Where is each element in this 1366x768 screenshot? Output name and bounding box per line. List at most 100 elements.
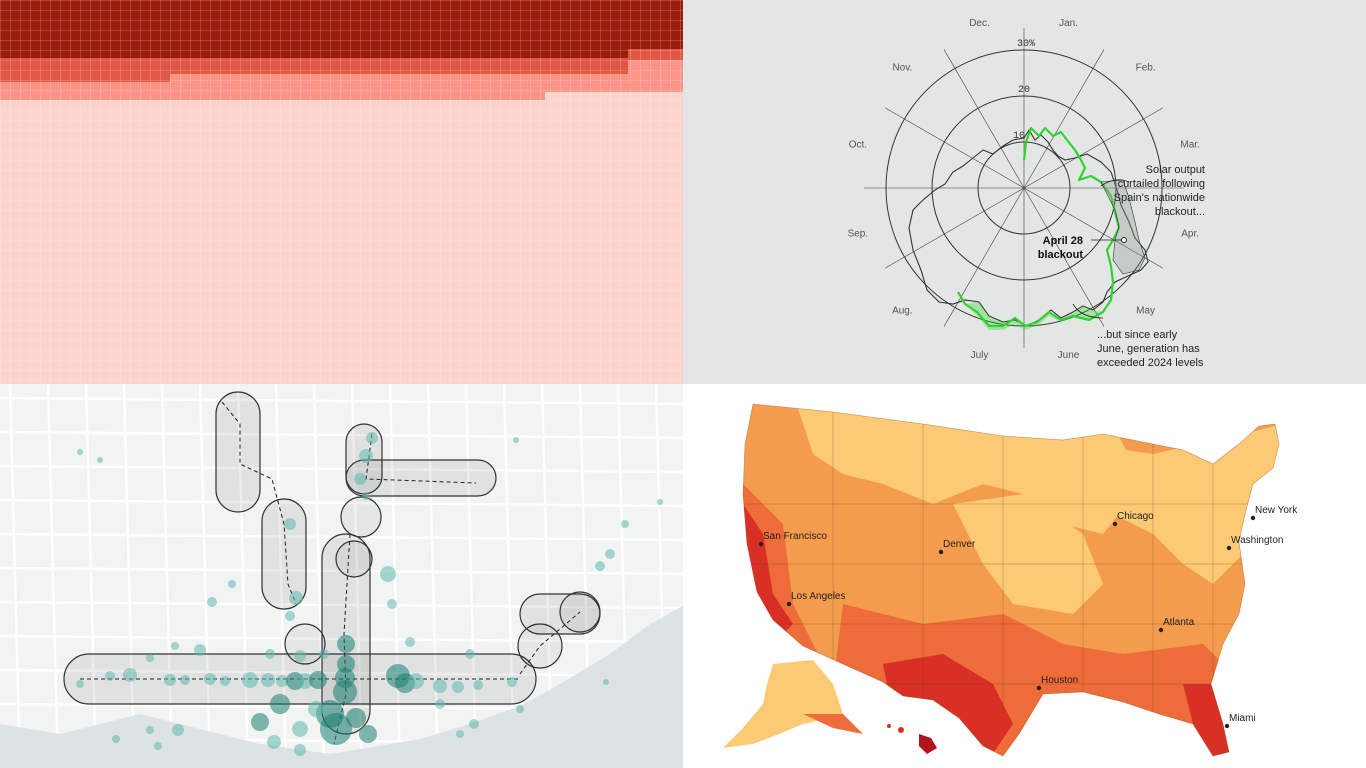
month-label: Feb. [1136, 62, 1156, 73]
ridership-dot [297, 673, 313, 689]
ridership-dot [337, 655, 355, 673]
polar-spoke [1023, 187, 1163, 269]
blackout-marker [1121, 237, 1127, 243]
city-dot [1224, 723, 1230, 729]
ring-10 [977, 141, 1071, 235]
month-label: Jan. [1059, 18, 1078, 29]
ridership-dot [405, 637, 415, 647]
ridership-dot [204, 673, 216, 685]
city-dot [1250, 515, 1256, 521]
ridership-dot [346, 708, 366, 728]
city-label: Washington [1231, 535, 1283, 546]
us-outline [742, 403, 1280, 757]
ridership-dot [172, 724, 184, 736]
ridership-dot [76, 680, 84, 688]
ridership-dot [123, 668, 137, 682]
ridership-dot [285, 611, 295, 621]
ridership-dot [267, 735, 281, 749]
us-heat-map: Chicago New York San Francisco Denver Washin… [683, 384, 1366, 768]
transit-coverage-map [0, 384, 683, 768]
annotation-exceeded-1: ...but since early [1097, 329, 1178, 341]
ridership-dot [337, 635, 355, 653]
month-labels: Jan. Feb. Mar. Apr. May June July Aug. Sep. Oct. N… [848, 18, 1200, 361]
ridership-dot [292, 721, 308, 737]
ridership-dot [473, 680, 483, 690]
ridership-dot [308, 701, 324, 717]
annotation-blackout-2: blackout [1038, 249, 1084, 261]
month-label: Dec. [969, 18, 990, 29]
annotation-curtailed-2: curtailed following [1118, 178, 1205, 190]
month-label: June [1058, 350, 1080, 361]
ridership-dot [657, 499, 663, 505]
month-label: May [1136, 306, 1155, 317]
ridership-dot [154, 742, 162, 750]
ridership-dot [180, 675, 190, 685]
polar-spoke [1023, 107, 1163, 189]
city-label: Los Angeles [791, 591, 846, 602]
ridership-dot [242, 672, 258, 688]
ridership-dot [194, 644, 206, 656]
ridership-dot [294, 744, 306, 756]
month-label: July [971, 350, 989, 361]
annotation-exceeded-3: exceeded 2024 levels [1097, 357, 1204, 369]
ridership-dot [164, 674, 176, 686]
city-dot [786, 601, 792, 607]
series-previous-line [908, 128, 1149, 327]
ridership-dot [452, 681, 464, 693]
ridership-dot [507, 677, 517, 687]
ridership-dot [380, 566, 396, 582]
city-label: Chicago [1117, 511, 1154, 522]
ring-label-30: 30% [1017, 39, 1035, 50]
month-label: Mar. [1180, 139, 1199, 150]
ridership-dot [228, 580, 236, 588]
waffle-grid-chart [0, 0, 683, 384]
waffle-grid-svg [0, 0, 683, 384]
series-current-line [957, 126, 1121, 328]
exceeded-leader [1072, 303, 1104, 319]
hawaii-island-2 [898, 727, 904, 733]
ridership-dot [294, 650, 306, 662]
ridership-dot [265, 649, 275, 659]
city-dot [1112, 521, 1118, 527]
ridership-dot [146, 654, 154, 662]
ridership-dot [333, 680, 357, 704]
ring-label-20: 20 [1018, 85, 1030, 96]
ridership-dot [77, 449, 83, 455]
ridership-dot [605, 549, 615, 559]
curtailment-area [1100, 179, 1146, 275]
ridership-dot [366, 432, 378, 444]
month-label: Apr. [1181, 229, 1199, 240]
zone-pale-mid [953, 494, 1103, 614]
ridership-dot [289, 591, 303, 605]
ridership-dot [387, 599, 397, 609]
ridership-dot [112, 735, 120, 743]
lake-water [0, 606, 683, 768]
polar-svg: 10 20 30% Jan. Feb. Mar. Apr. May June July Aug… [848, 18, 1205, 369]
curtailed-leader [1100, 179, 1130, 187]
polar-spoke [885, 107, 1025, 189]
month-label: Aug. [892, 306, 913, 317]
ridership-dot [319, 649, 329, 659]
annotation-blackout-1: April 28 [1043, 235, 1083, 247]
ridership-dot [408, 673, 424, 689]
alaska-south [803, 714, 863, 734]
ridership-dot [465, 649, 475, 659]
city-label: Atlanta [1163, 617, 1195, 628]
ridership-dot [320, 713, 352, 745]
alaska [723, 660, 853, 748]
ridership-dot [359, 449, 373, 463]
city-label: New York [1255, 505, 1298, 516]
annotation-exceeded-2: June, generation has [1097, 343, 1200, 355]
zone-pale-east [1083, 424, 1279, 584]
hawaii-island-3 [887, 724, 891, 728]
ridership-dot [362, 492, 370, 500]
ridership-dot [97, 457, 103, 463]
ridership-dot [354, 473, 366, 485]
polar-solar-chart: 10 20 30% Jan. Feb. Mar. Apr. May June July Aug… [683, 0, 1366, 384]
ridership-dot [207, 597, 217, 607]
annotation-curtailed-3: Spain's nationwide [1114, 192, 1205, 204]
ridership-dot [513, 437, 519, 443]
ridership-dot [261, 673, 275, 687]
ridership-dots [76, 432, 663, 756]
polar-spoke [1023, 49, 1105, 189]
